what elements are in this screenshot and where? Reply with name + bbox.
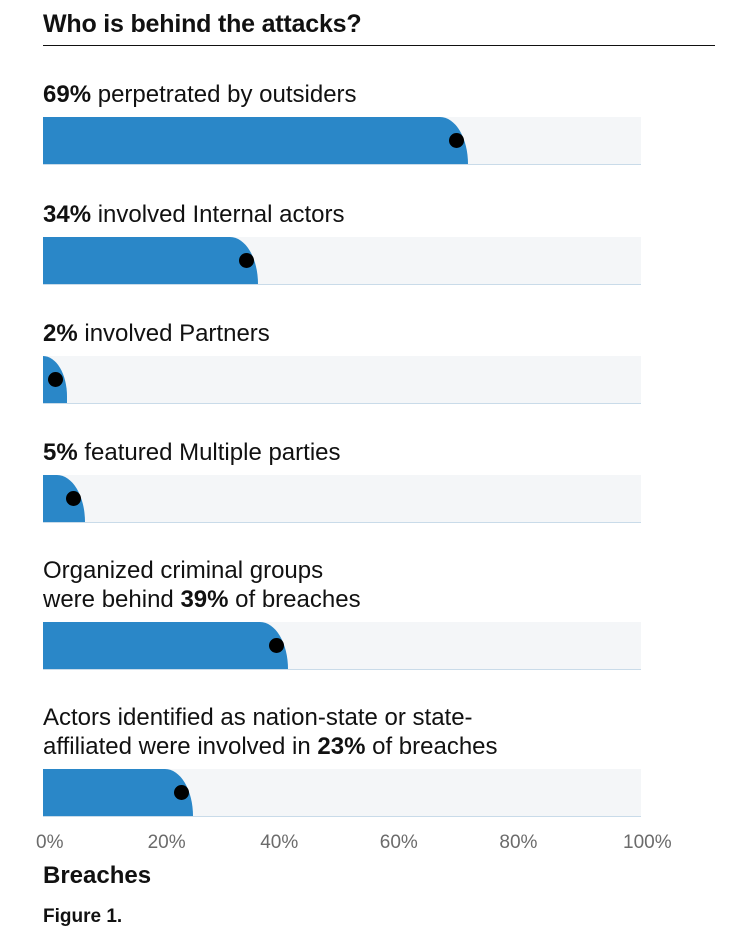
label-text: featured Multiple parties: [77, 439, 341, 466]
label-text: of breaches: [365, 733, 498, 760]
value-text: 34%: [43, 201, 92, 228]
bar-label-4: 5% featured Multiple parties: [43, 438, 341, 467]
label-text: of breaches: [228, 586, 361, 613]
x-axis-title: Breaches: [43, 862, 152, 889]
value-marker-5: [269, 638, 285, 653]
label-text: were behind: [43, 586, 181, 613]
bar-label-3: 2% involved Partners: [43, 319, 270, 348]
value-marker-2: [239, 253, 255, 268]
bar-track-1: [43, 117, 641, 165]
value-text: 23%: [317, 733, 366, 760]
value-marker-3: [47, 372, 63, 387]
x-tick-label: 40%: [260, 832, 299, 853]
bar-track-2: [43, 237, 641, 285]
bar-label-1: 69% perpetrated by outsiders: [43, 80, 357, 109]
bar-fill-2: [43, 237, 259, 284]
chart-title: Who is behind the attacks?: [43, 10, 715, 46]
bar-track-6: [43, 769, 641, 817]
value-text: 39%: [180, 586, 229, 613]
bar-track-5: [43, 622, 641, 670]
bar-label-5: Organized criminal groups were behind 39%…: [43, 556, 361, 614]
label-text: perpetrated by outsiders: [91, 81, 357, 108]
bar-track-4: [43, 475, 641, 523]
label-text: affiliated were involved in: [43, 733, 318, 760]
label-text: involved Partners: [77, 320, 270, 347]
bar-label-2: 34% involved Internal actors: [43, 200, 345, 229]
bar-fill-6: [43, 769, 193, 816]
figure-label: Figure 1.: [43, 906, 123, 927]
value-marker-4: [65, 491, 81, 506]
x-tick-label: 20%: [147, 832, 186, 853]
x-tick-label: 0%: [36, 832, 64, 853]
x-tick-label: 60%: [379, 832, 418, 853]
x-tick-label: 80%: [499, 832, 538, 853]
value-marker-6: [173, 785, 189, 800]
value-text: 69%: [43, 81, 92, 108]
x-tick-label: 100%: [623, 832, 672, 853]
value-text: 2%: [43, 320, 78, 347]
value-marker-1: [448, 133, 464, 148]
bar-fill-1: [43, 117, 468, 164]
bar-label-6: Actors identified as nation-state or sta…: [43, 703, 498, 761]
value-text: 5%: [43, 439, 78, 466]
bar-track-3: [43, 356, 641, 404]
label-text: involved Internal actors: [91, 201, 345, 228]
label-text: Organized criminal groups: [43, 557, 324, 584]
label-text: Actors identified as nation-state or sta…: [43, 704, 473, 731]
bar-fill-5: [43, 622, 289, 669]
